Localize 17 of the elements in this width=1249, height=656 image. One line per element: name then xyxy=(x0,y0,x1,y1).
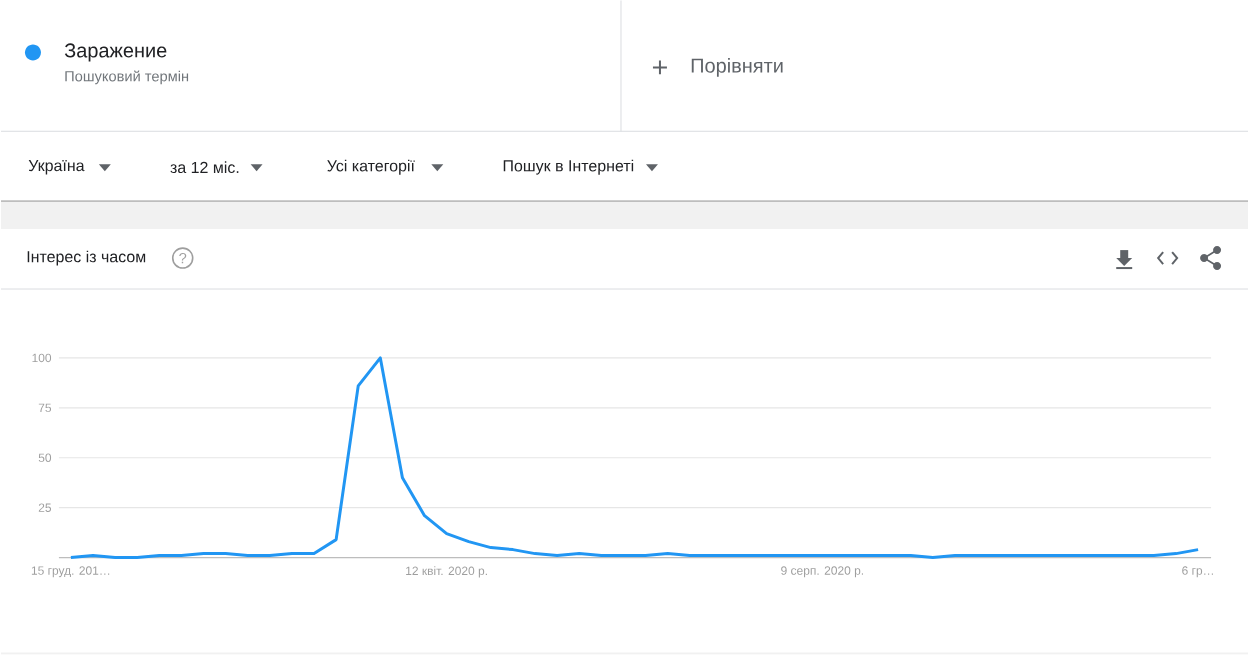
y-tick-label: 100 xyxy=(32,353,52,362)
x-tick-label: 6 гр… xyxy=(1182,566,1213,577)
text: Україна xyxy=(28,159,85,175)
legend-label: Заражение xyxy=(64,43,167,62)
text: Пошуковий термін xyxy=(65,70,189,85)
x-tick-label: 9 серп. 2020 р. xyxy=(781,566,864,577)
x-tick-label: 15 груд. 201… xyxy=(31,566,110,577)
chart-title: Інтерес із часом xyxy=(27,250,146,266)
y-tick-label: 75 xyxy=(38,403,52,412)
text: ? xyxy=(179,252,187,263)
text: Усі категорії xyxy=(327,159,415,175)
y-tick-label: 25 xyxy=(38,503,52,512)
x-tick-label: 12 квіт. 2020 р. xyxy=(406,566,487,578)
text: за 12 міс. xyxy=(170,161,239,173)
text: Порівняти xyxy=(691,57,783,77)
y-tick-label: 50 xyxy=(38,453,52,462)
text: Пошук в Інтернеті xyxy=(503,159,634,175)
